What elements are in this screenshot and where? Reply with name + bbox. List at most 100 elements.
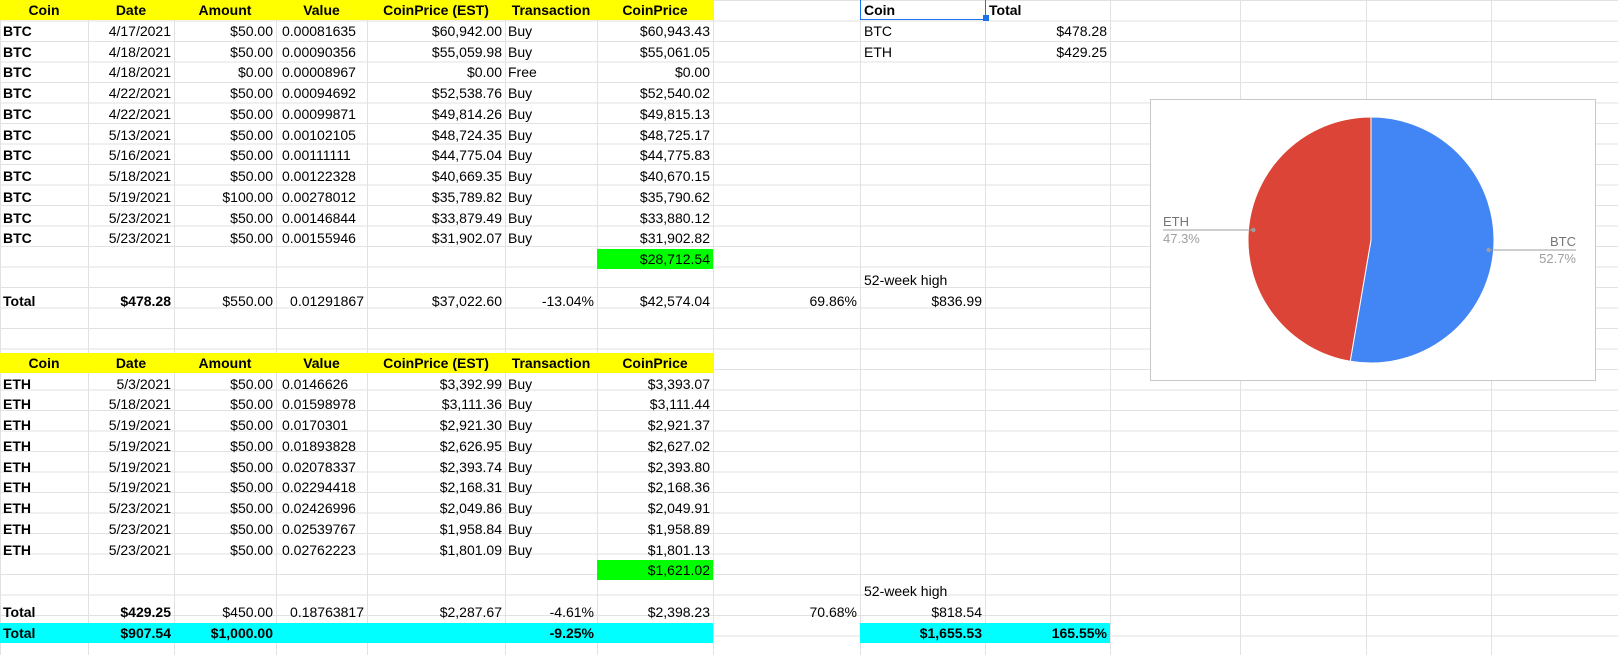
- table-cell[interactable]: $50.00: [230, 500, 273, 516]
- total-avg-price-est[interactable]: $37,022.60: [431, 293, 502, 309]
- table-cell[interactable]: Buy: [508, 106, 533, 122]
- table-cell[interactable]: 5/19/2021: [108, 438, 171, 454]
- table-cell[interactable]: $2,921.37: [647, 417, 710, 433]
- table-cell[interactable]: Buy: [508, 189, 533, 205]
- table-cell[interactable]: BTC: [3, 23, 32, 39]
- total-avg-price-est[interactable]: $2,287.67: [439, 604, 502, 620]
- table-cell[interactable]: ETH: [3, 376, 31, 392]
- table-cell[interactable]: $2,168.31: [439, 479, 502, 495]
- total-amount[interactable]: $550.00: [222, 293, 273, 309]
- total-coins[interactable]: 0.01291867: [290, 293, 364, 309]
- table-cell[interactable]: 0.00102105: [282, 127, 356, 143]
- column-header[interactable]: Amount: [174, 0, 276, 20]
- total-avg-price[interactable]: $2,398.23: [647, 604, 710, 620]
- table-cell[interactable]: BTC: [3, 210, 32, 226]
- table-cell[interactable]: 0.02294418: [282, 479, 356, 495]
- table-cell[interactable]: $50.00: [230, 106, 273, 122]
- table-cell[interactable]: Buy: [508, 459, 533, 475]
- total-high[interactable]: $818.54: [931, 604, 982, 620]
- table-cell[interactable]: $3,111.36: [441, 396, 502, 412]
- table-cell[interactable]: Buy: [508, 85, 533, 101]
- table-cell[interactable]: $0.00: [466, 64, 502, 80]
- table-cell[interactable]: $33,880.12: [639, 210, 710, 226]
- table-cell[interactable]: BTC: [3, 147, 32, 163]
- table-cell[interactable]: Buy: [508, 210, 533, 226]
- table-cell[interactable]: $1,958.89: [647, 521, 710, 537]
- table-cell[interactable]: ETH: [3, 417, 31, 433]
- table-cell[interactable]: $50.00: [230, 459, 273, 475]
- table-cell[interactable]: $2,921.30: [439, 417, 502, 433]
- table-cell[interactable]: $50.00: [230, 521, 273, 537]
- table-cell[interactable]: 0.0170301: [282, 417, 349, 433]
- total-pct[interactable]: 70.68%: [809, 604, 857, 620]
- total-value[interactable]: $478.28: [120, 293, 171, 309]
- table-cell[interactable]: Buy: [508, 147, 533, 163]
- table-cell[interactable]: $50.00: [230, 85, 273, 101]
- summary-total[interactable]: $478.28: [1056, 23, 1107, 39]
- pie-chart[interactable]: BTC 52.7% ETH 47.3%: [1150, 99, 1596, 381]
- total-amount[interactable]: $450.00: [222, 604, 273, 620]
- table-cell[interactable]: $1,801.13: [647, 542, 710, 558]
- table-cell[interactable]: $0.00: [674, 64, 710, 80]
- table-cell[interactable]: $40,670.15: [639, 168, 710, 184]
- table-cell[interactable]: Buy: [508, 438, 533, 454]
- column-header[interactable]: Coin: [0, 0, 88, 20]
- column-header[interactable]: Date: [88, 0, 174, 20]
- table-cell[interactable]: $50.00: [230, 396, 273, 412]
- table-cell[interactable]: $50.00: [230, 168, 273, 184]
- table-cell[interactable]: $1,801.09: [439, 542, 502, 558]
- table-cell[interactable]: $50.00: [230, 147, 273, 163]
- table-cell[interactable]: BTC: [3, 189, 32, 205]
- table-cell[interactable]: $52,538.76: [431, 85, 502, 101]
- table-cell[interactable]: $50.00: [230, 44, 273, 60]
- table-cell[interactable]: ETH: [3, 459, 31, 475]
- table-cell[interactable]: $49,815.13: [639, 106, 710, 122]
- table-cell[interactable]: $50.00: [230, 23, 273, 39]
- current-price-cell[interactable]: $28,712.54: [597, 249, 713, 269]
- column-header[interactable]: CoinPrice (EST): [367, 0, 505, 20]
- table-cell[interactable]: 0.00146844: [282, 210, 356, 226]
- table-cell[interactable]: $50.00: [230, 417, 273, 433]
- table-cell[interactable]: $31,902.07: [431, 230, 502, 246]
- table-cell[interactable]: $1,958.84: [439, 521, 502, 537]
- table-cell[interactable]: 0.00111111: [282, 147, 351, 163]
- table-cell[interactable]: 0.02762223: [282, 542, 356, 558]
- summary-coin[interactable]: BTC: [864, 23, 892, 39]
- table-cell[interactable]: 0.00090356: [282, 44, 356, 60]
- grand-total-high[interactable]: $1,655.53: [919, 625, 982, 641]
- table-cell[interactable]: 5/3/2021: [116, 376, 172, 392]
- table-cell[interactable]: Buy: [508, 417, 533, 433]
- total-pct[interactable]: 69.86%: [809, 293, 857, 309]
- total-high[interactable]: $836.99: [931, 293, 982, 309]
- table-cell[interactable]: Buy: [508, 127, 533, 143]
- table-cell[interactable]: 0.02078337: [282, 459, 356, 475]
- table-cell[interactable]: Buy: [508, 542, 533, 558]
- table-cell[interactable]: 4/22/2021: [108, 106, 171, 122]
- grand-total-value[interactable]: $907.54: [120, 625, 171, 641]
- grand-total-change[interactable]: -9.25%: [549, 625, 594, 641]
- table-cell[interactable]: 0.01598978: [282, 396, 356, 412]
- total-avg-price[interactable]: $42,574.04: [639, 293, 710, 309]
- table-cell[interactable]: $60,942.00: [431, 23, 502, 39]
- table-cell[interactable]: BTC: [3, 85, 32, 101]
- column-header[interactable]: CoinPrice (EST): [367, 353, 505, 373]
- high-label[interactable]: 52-week high: [864, 583, 948, 599]
- table-cell[interactable]: ETH: [3, 438, 31, 454]
- table-cell[interactable]: 4/22/2021: [108, 85, 171, 101]
- column-header[interactable]: Coin: [0, 353, 88, 373]
- table-cell[interactable]: $2,627.02: [647, 438, 710, 454]
- high-label[interactable]: 52-week high: [864, 272, 948, 288]
- table-cell[interactable]: 0.00081635: [282, 23, 356, 39]
- table-cell[interactable]: ETH: [3, 500, 31, 516]
- table-cell[interactable]: 0.00094692: [282, 85, 356, 101]
- table-cell[interactable]: $55,059.98: [431, 44, 502, 60]
- table-cell[interactable]: $50.00: [230, 230, 273, 246]
- table-cell[interactable]: $2,049.91: [647, 500, 710, 516]
- table-cell[interactable]: ETH: [3, 396, 31, 412]
- table-cell[interactable]: 5/16/2021: [108, 147, 171, 163]
- table-cell[interactable]: 0.00122328: [282, 168, 356, 184]
- table-cell[interactable]: Buy: [508, 168, 533, 184]
- summary-total[interactable]: $429.25: [1056, 44, 1107, 60]
- table-cell[interactable]: Buy: [508, 230, 533, 246]
- table-cell[interactable]: $0.00: [237, 64, 273, 80]
